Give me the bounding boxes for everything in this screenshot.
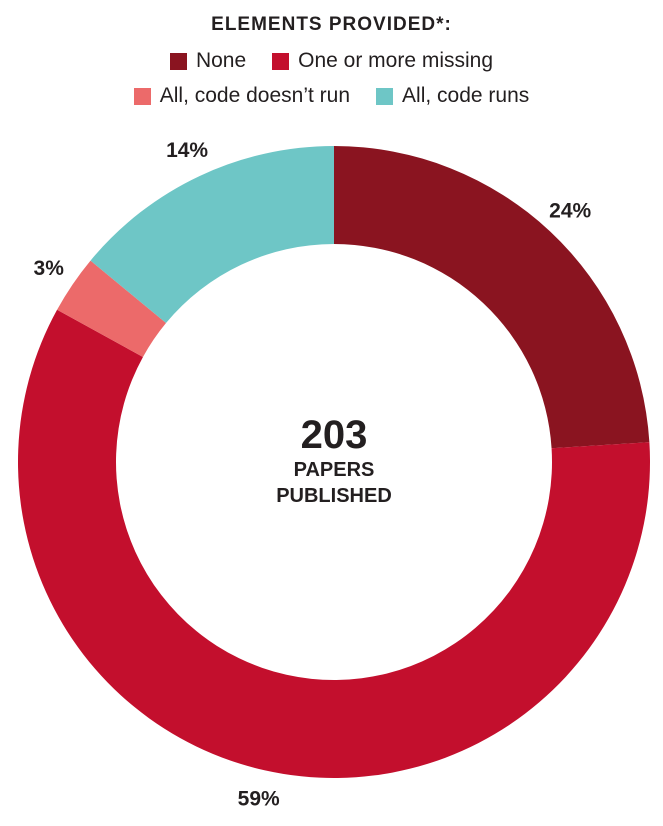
legend-swatch-none (169, 52, 187, 70)
legend-item-code-runs: All, code runs (376, 84, 529, 108)
donut-labels: 24% 59% 3% 14% (34, 139, 592, 811)
legend-item-one-or-more-missing: One or more missing (272, 49, 493, 73)
legend-swatch-one-or-more-missing (272, 52, 290, 70)
legend-item-code-doesnt-run: All, code doesn’t run (133, 84, 351, 108)
legend-row-1: None One or more missing (0, 49, 663, 73)
center-total-number: 203 (301, 413, 368, 457)
pct-label-all-code-runs: 14% (166, 139, 208, 162)
pct-label-all-code-doesn-t-run: 3% (34, 257, 65, 280)
donut-slice-all-code-doesn-t-run (57, 260, 167, 357)
legend-item-none: None (169, 49, 247, 73)
legend-label-one-or-more-missing: One or more missing (298, 49, 494, 72)
center-label-line1: PAPERS (294, 459, 375, 481)
pct-label-none: 24% (549, 200, 591, 223)
legend-swatch-code-runs (376, 87, 394, 105)
pct-label-one-or-more-missing: 59% (238, 788, 280, 811)
donut-slice-none (334, 146, 650, 449)
legend-label-code-doesnt-run: All, code doesn’t run (159, 84, 351, 107)
donut-slices (18, 146, 650, 778)
legend-row-2: All, code doesn’t run All, code runs (0, 84, 663, 108)
legend-title: ELEMENTS PROVIDED*: (211, 14, 452, 35)
donut-slice-all-code-runs (90, 146, 334, 324)
legend-label-code-runs: All, code runs (402, 84, 530, 107)
center-label-line2: PUBLISHED (276, 485, 392, 507)
legend-label-none: None (195, 49, 247, 72)
donut-slice-one-or-more-missing (18, 309, 650, 778)
legend-swatch-code-doesnt-run (133, 87, 151, 105)
